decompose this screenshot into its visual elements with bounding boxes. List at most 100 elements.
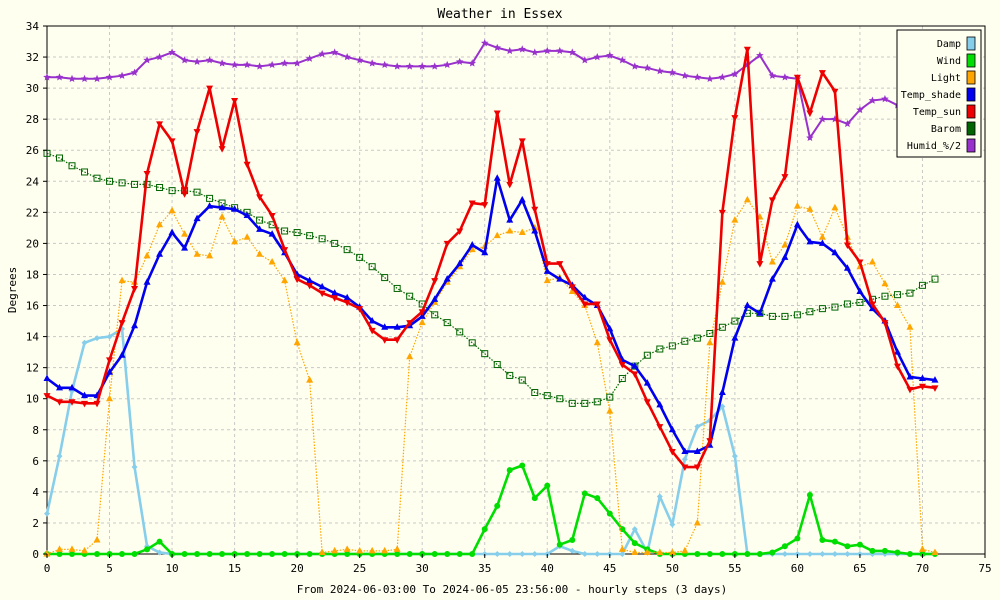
data-point [193, 214, 201, 222]
data-point [243, 161, 251, 169]
data-point [706, 438, 714, 445]
data-point [156, 549, 163, 556]
series-temp-sun [43, 46, 939, 472]
data-point [431, 551, 438, 557]
data-point [906, 323, 914, 330]
y-tick-label: 22 [26, 206, 39, 219]
data-point [518, 45, 527, 53]
data-point [806, 308, 814, 316]
data-point [193, 188, 201, 196]
data-point [481, 350, 489, 358]
data-point [531, 226, 539, 234]
data-point [506, 551, 513, 557]
data-point [81, 546, 89, 554]
legend-swatch [966, 87, 976, 102]
data-point [44, 510, 50, 517]
chart-title: Weather in Essex [437, 7, 562, 22]
data-point [893, 348, 901, 355]
data-point [606, 407, 614, 414]
data-point [531, 388, 539, 396]
series-light [43, 195, 939, 557]
data-point [131, 285, 139, 293]
data-point [806, 491, 813, 498]
data-point [381, 546, 389, 554]
data-point [631, 548, 639, 555]
data-point [856, 541, 863, 548]
data-point [394, 551, 401, 557]
data-point [718, 209, 726, 217]
data-point [681, 456, 688, 463]
x-tick-label: 20 [291, 562, 304, 575]
data-point [569, 537, 576, 544]
x-tick-label: 10 [165, 562, 178, 575]
data-point [918, 383, 926, 391]
x-tick-label: 30 [416, 562, 429, 575]
x-tick-label: 35 [478, 562, 491, 575]
data-point [318, 548, 326, 555]
data-point [156, 250, 164, 257]
data-point [531, 206, 539, 214]
data-point [580, 56, 589, 64]
data-point [168, 138, 176, 145]
data-point [543, 261, 551, 268]
data-point [506, 226, 514, 234]
data-point [881, 320, 889, 327]
data-point [68, 383, 76, 391]
data-point [306, 276, 314, 284]
data-point [606, 393, 614, 401]
data-point [168, 187, 176, 195]
legend-label: Barom [931, 124, 961, 135]
data-point [756, 261, 764, 268]
data-point [818, 239, 826, 246]
data-point [356, 306, 364, 313]
data-point [631, 62, 639, 70]
data-point [494, 551, 501, 557]
data-point [331, 289, 339, 296]
data-point [181, 244, 189, 251]
series-wind [44, 462, 938, 557]
legend-label: Damp [937, 39, 961, 50]
data-point [468, 59, 477, 67]
data-point [343, 53, 351, 61]
data-point [505, 46, 514, 55]
data-point [844, 551, 851, 557]
y-tick-label: 28 [26, 113, 39, 126]
data-point [81, 400, 89, 408]
data-point [543, 46, 552, 55]
data-point [406, 292, 414, 300]
data-point [381, 323, 389, 330]
data-point [543, 392, 551, 400]
data-point [593, 338, 601, 346]
data-point [731, 216, 739, 223]
data-point [893, 363, 901, 371]
data-point [193, 250, 201, 257]
data-point [106, 333, 113, 340]
data-point [681, 71, 689, 79]
data-point [256, 194, 264, 201]
data-point [468, 240, 476, 248]
data-point [531, 495, 538, 502]
data-point [393, 62, 401, 70]
data-point [43, 550, 51, 557]
data-point [368, 263, 376, 271]
y-tick-label: 26 [26, 144, 39, 157]
data-point [918, 374, 926, 382]
data-point [593, 398, 601, 406]
data-point [305, 54, 314, 62]
data-point [493, 231, 501, 239]
y-tick-label: 12 [26, 362, 39, 375]
data-point [893, 291, 901, 299]
data-point [168, 48, 176, 56]
x-tick-label: 15 [228, 562, 241, 575]
data-point [581, 399, 589, 407]
data-point [156, 121, 164, 128]
data-point [331, 295, 339, 302]
legend-swatch [966, 121, 976, 136]
data-point [606, 324, 614, 332]
data-point [556, 261, 564, 268]
data-point [93, 74, 101, 83]
data-point [256, 250, 264, 257]
data-point [56, 383, 64, 391]
data-point [343, 293, 351, 301]
